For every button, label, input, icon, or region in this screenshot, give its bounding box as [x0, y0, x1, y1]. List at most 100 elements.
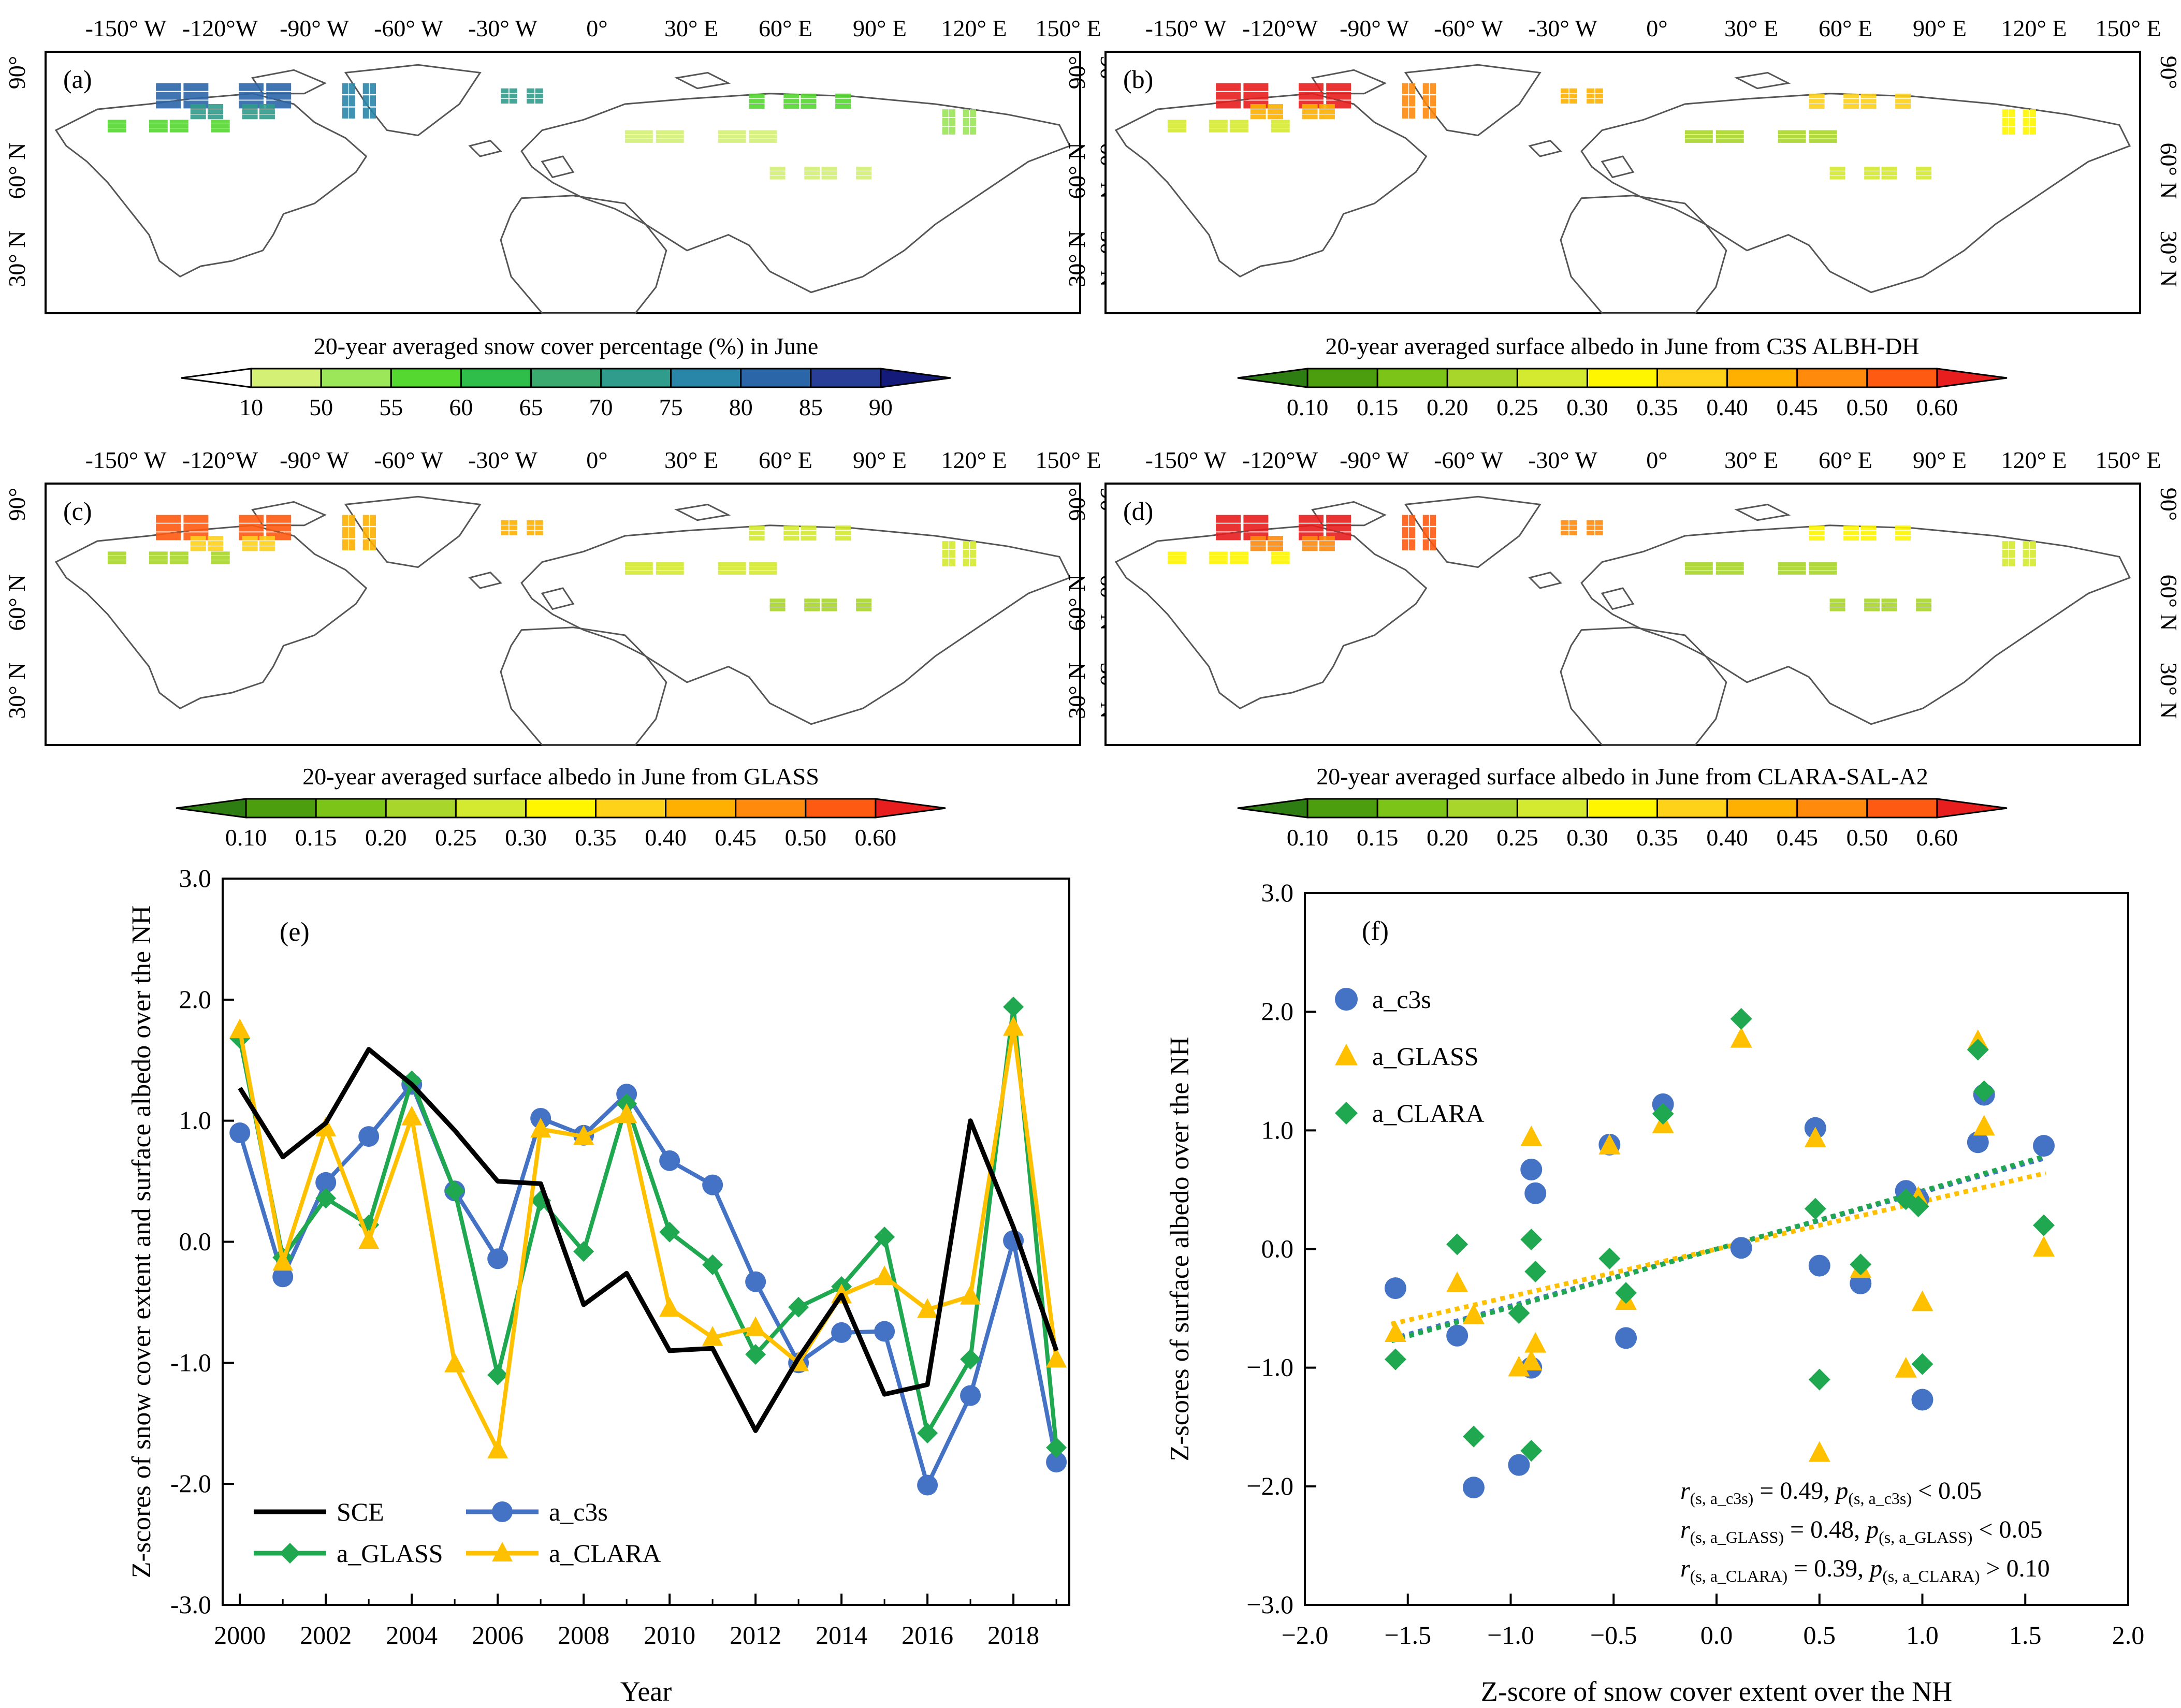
colored-grid-cell [362, 527, 369, 538]
x-tick-label: 2016 [902, 1621, 953, 1649]
colored-grid-cell [1319, 536, 1335, 541]
longitude-label: -150° W [1145, 15, 1227, 41]
coastline [1528, 140, 1563, 157]
colored-grid-cell [942, 541, 949, 549]
colorbar-segment [385, 798, 457, 819]
colored-grid-cell [1569, 525, 1577, 530]
colored-grid-cell [1268, 536, 1283, 541]
map-panel: (a) -150° W -120°W -90° W -60° W -30° W 0° 30° … [4, 15, 1122, 420]
correlation-stat: r(s, a_CLARA) = 0.39, p(s, a_CLARA) > 0.… [1680, 1555, 2050, 1585]
colored-grid-cell [156, 523, 181, 532]
colored-grid-cell [259, 104, 275, 109]
colored-grid-cell [2023, 109, 2029, 118]
colored-grid-cell [349, 539, 356, 550]
colored-grid-cell [1319, 109, 1335, 114]
data-point-a_GLASS [1598, 1134, 1621, 1155]
colored-grid-cell [2009, 109, 2015, 118]
data-point-a_CLARA [358, 1229, 380, 1249]
series-line-SCE [238, 1047, 1059, 1433]
colorbar-tick-label: 0.60 [1916, 824, 1958, 851]
colorbar-tick-label: 0.45 [1776, 394, 1818, 420]
colorbar-tick-label: 0.10 [1287, 824, 1329, 851]
colored-grid-cell [149, 551, 168, 556]
colored-grid-cell [1422, 107, 1429, 119]
colored-grid-cell [1319, 114, 1335, 120]
colored-grid-cell [156, 100, 181, 109]
longitude-label: 0° [1646, 15, 1667, 41]
colored-grid-cell [2029, 541, 2036, 549]
coastline [674, 71, 731, 90]
colored-grid-cell [342, 515, 348, 526]
colored-grid-cell [1843, 530, 1859, 535]
colorbar-segment [1796, 798, 1868, 819]
data-point-a_GLASS [1730, 1027, 1752, 1048]
colored-grid-cell [1684, 566, 1713, 571]
data-point-a_GLASS [960, 1349, 981, 1370]
colorbar-tick-label: 75 [659, 394, 683, 420]
colored-grid-cell [1302, 109, 1318, 114]
colored-grid-cell [718, 130, 746, 135]
longitude-label: 30° E [664, 15, 718, 41]
colored-grid-cell [1595, 525, 1603, 530]
coastline [1601, 587, 1635, 610]
colored-grid-cell [1595, 98, 1603, 104]
data-point-a_c3s [1615, 1327, 1637, 1349]
coastline [1560, 626, 1727, 746]
colored-grid-cell [1430, 107, 1436, 119]
data-point-a_GLASS [1808, 1441, 1830, 1462]
coastline [1311, 501, 1387, 527]
colored-grid-cell [190, 104, 206, 109]
colored-grid-cell [1268, 114, 1283, 120]
colored-grid-cell [362, 95, 369, 107]
colored-grid-cell [211, 128, 230, 133]
series-line-a_CLARA [238, 1025, 1059, 1452]
colored-grid-cell [342, 539, 348, 550]
colored-grid-cell [969, 558, 976, 566]
correlation-stat: r(s, a_GLASS) = 0.48, p(s, a_GLASS) < 0.… [1680, 1516, 2043, 1546]
data-point-a_GLASS [573, 1241, 594, 1262]
coastline [1734, 71, 1791, 90]
latitude-label: 90° [2156, 488, 2181, 521]
colored-grid-cell [259, 541, 275, 546]
colorbar-tick-label: 65 [519, 394, 543, 420]
longitude-label: -120°W [182, 447, 258, 473]
latitude-label: 60° N [2156, 574, 2181, 631]
x-tick-label: −0.5 [1590, 1621, 1637, 1649]
latitude-label: 60° N [1064, 574, 1090, 631]
colored-grid-cell [1243, 515, 1269, 523]
colored-grid-cell [1809, 530, 1825, 535]
colored-grid-cell [242, 104, 258, 109]
colored-grid-cell [362, 107, 369, 119]
data-point-a_c3s [1384, 1277, 1406, 1300]
colorbar-segment [1446, 368, 1518, 388]
colored-grid-cell [266, 92, 292, 100]
latitude-label: 90° [4, 488, 30, 521]
colored-grid-cell [624, 562, 653, 566]
longitude-label: 150° E [1036, 447, 1101, 473]
colorbar-tick-label: 0.35 [575, 824, 617, 851]
coastline [251, 69, 327, 95]
colored-grid-cell [1402, 83, 1408, 94]
colored-grid-cell [1302, 541, 1318, 546]
colored-grid-cell [1569, 88, 1577, 93]
colored-grid-cell [835, 525, 851, 530]
legend-marker-a_CLARA [492, 1542, 513, 1561]
colored-grid-cell [783, 536, 799, 541]
longitude-label: -30° W [468, 15, 537, 41]
colored-grid-cell [856, 598, 872, 603]
colored-grid-cell [749, 130, 777, 135]
coastline [1560, 195, 1727, 314]
colored-grid-cell [190, 114, 206, 120]
colored-grid-cell [349, 83, 356, 94]
colored-grid-cell [1302, 536, 1318, 541]
colored-grid-cell [769, 598, 786, 603]
colored-grid-cell [624, 571, 653, 575]
data-point-a_GLASS [401, 1070, 423, 1091]
colored-grid-cell [1860, 530, 1877, 535]
colorbar-segment [455, 798, 527, 819]
colored-grid-cell [856, 607, 872, 611]
colored-grid-cell [1684, 134, 1713, 139]
data-point-a_CLARA [616, 1103, 637, 1123]
x-tick-label: 2010 [644, 1621, 695, 1649]
colored-grid-cell [1561, 93, 1569, 98]
